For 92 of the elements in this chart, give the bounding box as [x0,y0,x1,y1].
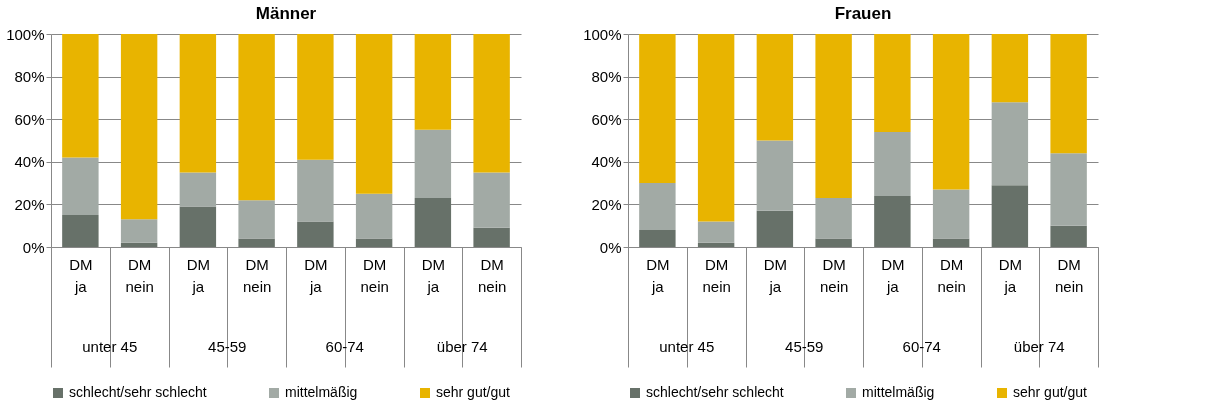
y-tick-label: 60% [14,110,45,128]
x-tick-label: DM nein [242,255,272,295]
x-tick-label: DM ja [304,255,328,295]
bar [639,229,676,247]
bar [62,34,99,158]
bar [62,157,99,216]
text: über 74 [436,338,488,355]
bar [697,242,735,247]
legend-label: sehr gut/gut [1013,384,1088,400]
bar [238,238,275,247]
y-tick-label: 100% [6,25,45,43]
bar [639,183,676,230]
bar [297,34,334,160]
y-tick-label: 80% [14,68,45,86]
bar [238,34,275,201]
text: 45-59 [208,338,247,355]
bar [815,198,852,239]
text: unter 45 [659,338,715,355]
bar [355,193,393,239]
text: 45-59 [785,338,824,355]
y-tick-label: 20% [14,195,45,213]
x-tick-label: DM nein [1054,255,1084,295]
bar [473,172,510,228]
legend-label: schlecht/sehr schlecht [69,384,207,400]
bar [179,172,217,207]
bar [1050,225,1087,247]
chart-title: Männer [255,4,317,23]
legend-label: mittelmäßig [285,384,358,400]
text: über 74 [1013,338,1065,355]
text: unter 45 [82,338,138,355]
x-tick-label: DM nein [360,255,389,295]
x-tick-label: DM ja [881,255,905,295]
text: 60-74 [325,338,364,355]
legend-label: sehr gut/gut [436,384,511,400]
bar [991,102,1029,186]
legend-label: mittelmäßig [862,384,935,400]
y-tick-label: 0% [22,238,45,256]
x-tick-label: DM nein [477,255,507,295]
x-tick-label: DM nein [702,255,731,295]
bar [815,34,852,199]
bar [473,34,510,173]
bar [179,206,217,247]
bar [297,159,334,222]
bar [414,198,452,247]
bar [179,34,217,173]
bar [414,34,452,130]
bar [991,185,1029,247]
bar [991,34,1029,103]
bar [697,221,735,243]
x-tick-label: DM ja [998,255,1023,295]
bar [932,34,970,190]
bar [756,210,794,247]
y-tick-label: 20% [591,195,622,213]
y-tick-label: 0% [599,238,622,256]
bar [355,238,393,247]
bar [932,189,970,239]
bar [297,221,334,247]
bar [62,215,99,247]
bar [1050,34,1087,154]
bar [120,219,158,243]
chart-title: Frauen [834,4,892,23]
x-tick-label: DM ja [421,255,446,295]
x-tick-label: DM ja [763,255,788,295]
bar [1050,153,1087,226]
bar [473,227,510,247]
y-tick-label: 100% [583,25,622,43]
y-tick-label: 60% [591,110,622,128]
legend-label: schlecht/sehr schlecht [646,384,784,400]
bar [756,34,794,141]
bar [815,238,852,247]
y-tick-label: 40% [14,153,45,171]
x-tick-label: DM ja [646,255,670,295]
y-tick-label: 80% [591,68,622,86]
text: 60-74 [902,338,941,355]
x-tick-label: DM nein [819,255,849,295]
x-tick-label: DM nein [937,255,966,295]
bar [932,238,970,247]
bar [874,195,911,247]
bar [120,242,158,247]
bar [697,34,735,222]
bar [238,200,275,239]
bar [120,34,158,220]
bar [414,129,452,199]
x-tick-label: DM nein [125,255,154,295]
bar [756,140,794,211]
y-tick-label: 40% [591,153,622,171]
x-tick-label: DM ja [69,255,93,295]
bar [355,34,393,194]
bar [874,34,911,132]
bar [874,131,911,196]
bar [639,34,676,184]
x-tick-label: DM ja [186,255,211,295]
